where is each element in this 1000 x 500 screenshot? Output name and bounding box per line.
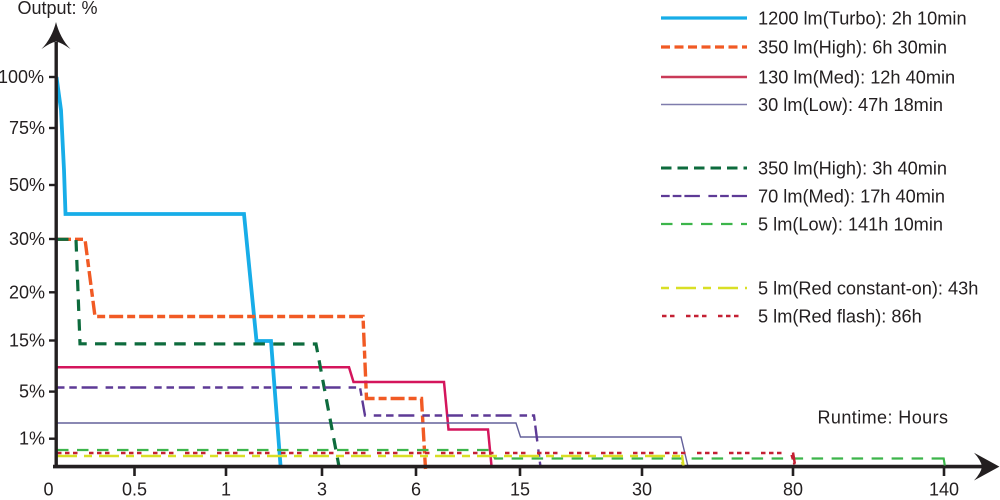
- svg-text:5 lm(Low): 141h 10min: 5 lm(Low): 141h 10min: [758, 214, 943, 234]
- svg-text:15%: 15%: [9, 331, 45, 351]
- svg-text:350 lm(High): 3h 40min: 350 lm(High): 3h 40min: [758, 158, 947, 178]
- svg-text:0.5: 0.5: [122, 480, 147, 500]
- svg-text:140: 140: [929, 480, 959, 500]
- svg-text:75%: 75%: [9, 118, 45, 138]
- svg-text:80: 80: [783, 480, 803, 500]
- svg-text:130 lm(Med): 12h 40min: 130 lm(Med): 12h 40min: [758, 67, 955, 87]
- svg-text:70 lm(Med): 17h 40min: 70 lm(Med): 17h 40min: [758, 186, 945, 206]
- svg-text:30: 30: [632, 480, 652, 500]
- svg-text:5 lm(Red flash): 86h: 5 lm(Red flash): 86h: [758, 306, 922, 326]
- svg-text:0: 0: [43, 480, 53, 500]
- svg-text:50%: 50%: [9, 175, 45, 195]
- svg-text:15: 15: [510, 480, 530, 500]
- svg-text:Runtime: Hours: Runtime: Hours: [818, 408, 949, 428]
- svg-text:20%: 20%: [9, 282, 45, 302]
- svg-text:3: 3: [317, 480, 327, 500]
- svg-text:5%: 5%: [19, 382, 45, 402]
- svg-text:350 lm(High): 6h 30min: 350 lm(High): 6h 30min: [758, 37, 947, 57]
- svg-text:6: 6: [411, 480, 421, 500]
- svg-text:5 lm(Red constant-on): 43h: 5 lm(Red constant-on): 43h: [758, 278, 978, 298]
- svg-text:30 lm(Low): 47h 18min: 30 lm(Low): 47h 18min: [758, 95, 943, 115]
- svg-text:30%: 30%: [9, 229, 45, 249]
- svg-text:Output: %: Output: %: [18, 0, 98, 18]
- svg-text:1200 lm(Turbo): 2h 10min: 1200 lm(Turbo): 2h 10min: [758, 8, 967, 28]
- svg-text:100%: 100%: [0, 67, 44, 87]
- svg-text:1%: 1%: [19, 429, 45, 449]
- svg-text:1: 1: [221, 480, 231, 500]
